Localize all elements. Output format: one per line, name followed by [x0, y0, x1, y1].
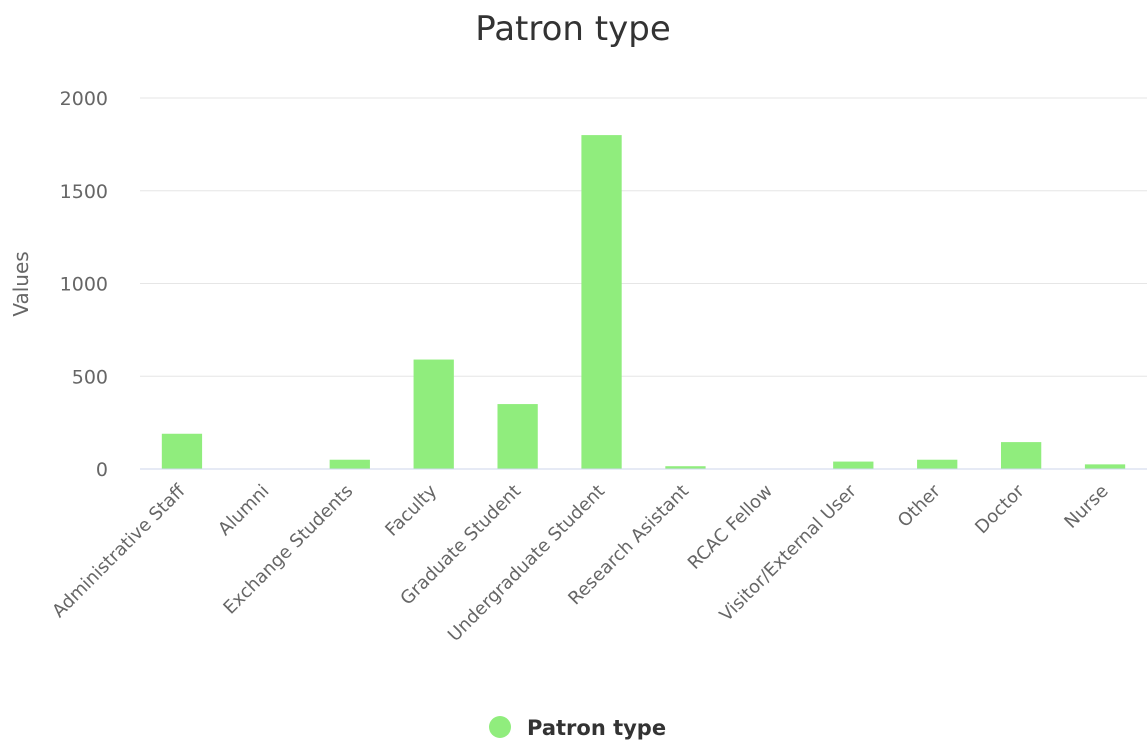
y-tick-label: 500 — [72, 366, 108, 388]
bar-visitor-external-user[interactable] — [833, 461, 874, 469]
y-tick-label: 1000 — [60, 274, 108, 296]
bar-graduate-student[interactable] — [497, 404, 538, 469]
bar-research-asistant[interactable] — [665, 466, 706, 469]
y-tick-label: 2000 — [60, 88, 108, 110]
legend-label[interactable]: Patron type — [527, 716, 666, 740]
x-tick-label: Faculty — [381, 480, 441, 540]
y-tick-label: 0 — [96, 459, 108, 481]
legend-marker[interactable] — [489, 716, 511, 738]
chart-title: Patron type — [475, 9, 670, 49]
x-tick-label: Undergraduate Student — [444, 481, 609, 646]
bar-administrative-staff[interactable] — [161, 433, 203, 469]
bar-faculty[interactable] — [413, 359, 454, 469]
x-tick-label: Doctor — [971, 480, 1029, 538]
gridlines — [140, 97, 1147, 377]
x-tick-label: Visitor/External User — [716, 480, 862, 626]
x-tick-label: Other — [894, 480, 945, 531]
x-tick-label: RCAC Fellow — [684, 481, 777, 574]
y-axis-title: Values — [9, 251, 33, 316]
bar-other[interactable] — [917, 459, 958, 469]
bar-undergraduate-student[interactable] — [581, 135, 622, 469]
x-tick-label: Alumni — [214, 481, 273, 540]
x-tick-label: Nurse — [1060, 481, 1112, 533]
bar-doctor[interactable] — [1000, 442, 1042, 469]
x-tick-label: Administrative Staff — [48, 480, 190, 622]
y-tick-label: 1500 — [60, 181, 108, 203]
bar-series[interactable] — [161, 135, 1126, 469]
bar-nurse[interactable] — [1084, 464, 1126, 469]
bar-exchange-students[interactable] — [329, 459, 370, 469]
y-axis: 0 500 1000 1500 2000 — [60, 88, 108, 481]
legend[interactable]: Patron type — [489, 716, 666, 740]
